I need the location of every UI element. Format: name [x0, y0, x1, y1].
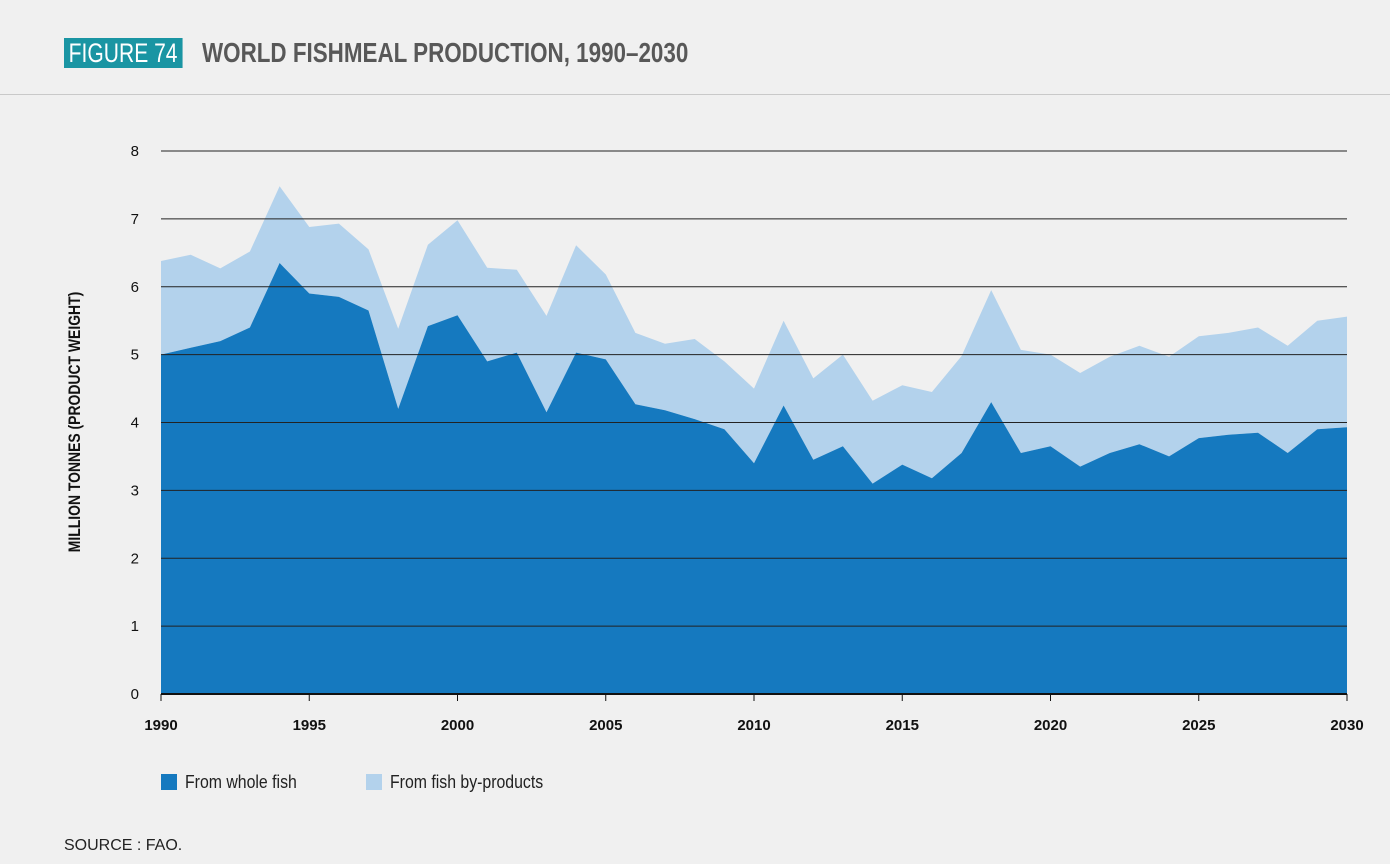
x-tick-label: 2010 [737, 717, 770, 734]
x-tick-labels: 1990 1995 2000 2005 2010 2015 2020 2025 2030 [144, 717, 1363, 734]
figure-badge: FIGURE 74 [64, 38, 183, 68]
x-tick-label: 2020 [1034, 717, 1067, 734]
y-tick-label: 6 [131, 279, 139, 296]
x-tick-label: 2015 [886, 717, 919, 734]
chart: 0 1 2 3 4 5 6 7 8 1990 1995 2000 2005 2010 2015 2020 20… [66, 143, 1364, 734]
y-tick-label: 0 [131, 686, 139, 703]
y-tick-label: 8 [131, 143, 139, 160]
series-area-whole-fish [161, 263, 1347, 694]
x-tick-label: 1995 [293, 717, 326, 734]
series-area-by-products [161, 186, 1347, 484]
figure-title: WORLD FISHMEAL PRODUCTION, 1990–2030 [202, 37, 689, 68]
plot-areas [161, 186, 1347, 694]
grid-lines [161, 150, 1347, 627]
y-tick-label: 7 [131, 211, 139, 228]
x-tick-label: 2030 [1330, 717, 1363, 734]
source-note: SOURCE : FAO. [64, 837, 183, 854]
y-tick-label: 3 [131, 482, 139, 499]
legend-label-whole-fish: From whole fish [185, 771, 297, 792]
legend-swatch-whole-fish [161, 774, 177, 790]
axis-lines [160, 693, 1348, 701]
y-tick-label: 2 [131, 550, 139, 567]
y-tick-label: 1 [131, 618, 139, 635]
x-tick-label: 2005 [589, 717, 622, 734]
x-tick-label: 2000 [441, 717, 474, 734]
legend-item-by-products: From fish by-products [366, 771, 564, 793]
x-tick-label: 1990 [144, 717, 177, 734]
y-tick-labels: 0 1 2 3 4 5 6 7 8 [131, 143, 139, 703]
x-tick-label: 2025 [1182, 717, 1215, 734]
legend-swatch-by-products [366, 774, 382, 790]
y-axis-label: MILLION TONNES (PRODUCT WEIGHT) [66, 292, 85, 552]
figure-header: FIGURE 74 WORLD FISHMEAL PRODUCTION, 199… [0, 0, 1390, 95]
y-tick-label: 4 [131, 415, 139, 432]
legend-label-by-products: From fish by-products [390, 771, 544, 792]
y-tick-label: 5 [131, 347, 139, 364]
legend-item-whole-fish: From whole fish [161, 771, 312, 793]
